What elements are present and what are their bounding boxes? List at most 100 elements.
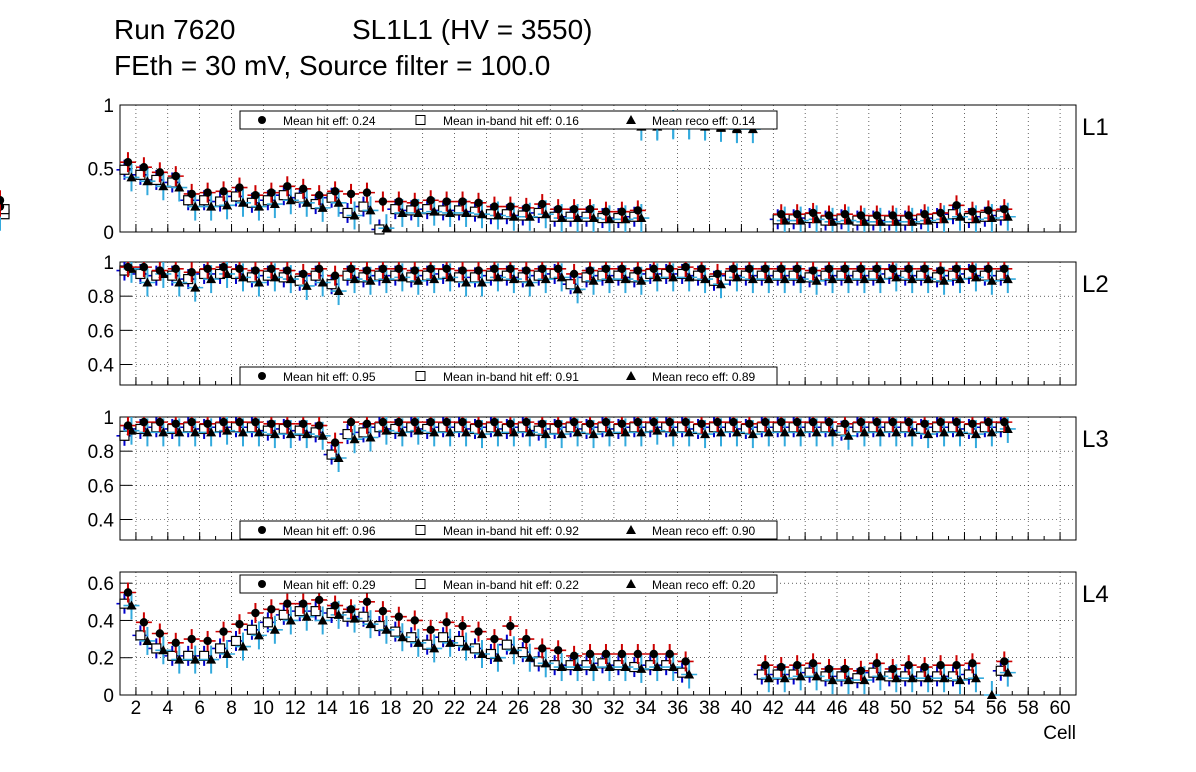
legend-hit-marker xyxy=(258,116,266,124)
hit-marker xyxy=(569,204,579,214)
hit-marker xyxy=(426,196,435,205)
hit-marker xyxy=(458,417,467,427)
hit-marker xyxy=(267,188,276,197)
hit-marker xyxy=(410,417,419,427)
reco-marker xyxy=(620,427,631,437)
y-tick-label: 0.2 xyxy=(88,649,114,670)
hit-marker xyxy=(251,608,260,618)
reco-marker xyxy=(668,427,679,437)
reco-marker xyxy=(317,202,328,212)
x-tick-label: 2 xyxy=(131,698,142,719)
hit-marker xyxy=(490,417,499,427)
inband-marker xyxy=(517,647,528,658)
reco-marker xyxy=(301,280,312,290)
y-tick-label: 0.8 xyxy=(88,442,114,463)
reco-marker xyxy=(859,675,870,685)
x-tick-label: 6 xyxy=(194,698,205,719)
reco-marker xyxy=(891,427,902,437)
hit-marker xyxy=(203,636,212,646)
title-settings: FEth = 30 mV, Source filter = 100.0 xyxy=(114,50,551,81)
reco-marker xyxy=(206,654,217,664)
reco-marker xyxy=(285,195,296,205)
hit-marker xyxy=(1000,417,1009,427)
hit-marker xyxy=(792,264,802,274)
hit-marker xyxy=(362,419,372,429)
hit-marker xyxy=(442,197,451,206)
legend-box xyxy=(239,110,778,130)
reco-marker xyxy=(301,611,312,621)
reco-marker xyxy=(843,215,854,225)
x-tick-label: 24 xyxy=(476,698,498,719)
x-tick-label: 40 xyxy=(731,698,752,719)
reco-marker xyxy=(970,673,981,683)
hit-marker xyxy=(936,660,945,670)
hit-marker xyxy=(139,262,149,272)
inband-marker xyxy=(661,660,672,671)
legend-reco-marker xyxy=(626,371,636,380)
hit-marker xyxy=(394,197,404,206)
hit-marker xyxy=(936,208,945,218)
reco-marker xyxy=(477,209,488,219)
reco-marker xyxy=(1002,667,1013,677)
x-tick-label: 44 xyxy=(795,698,817,719)
legend-hit-text: Mean hit eff: 0.96 xyxy=(283,524,376,538)
hit-marker xyxy=(187,268,196,277)
reco-marker xyxy=(158,645,169,655)
reco-marker xyxy=(429,274,440,284)
reco-marker xyxy=(381,223,392,233)
hit-marker xyxy=(474,266,483,275)
inband-marker xyxy=(278,609,289,620)
reco-marker xyxy=(875,216,886,226)
hit-marker xyxy=(139,618,149,627)
hit-marker xyxy=(665,417,674,427)
reco-marker xyxy=(604,214,615,224)
reco-marker xyxy=(1002,423,1013,433)
panel-label: L3 xyxy=(1082,426,1109,453)
hit-marker xyxy=(506,264,515,274)
reco-marker xyxy=(333,197,344,207)
reco-marker xyxy=(174,654,185,664)
reco-marker xyxy=(317,277,328,287)
inband-marker xyxy=(230,635,242,647)
hit-marker xyxy=(968,419,977,429)
hit-marker xyxy=(490,634,499,644)
hit-marker xyxy=(840,419,850,429)
reco-marker xyxy=(508,274,519,284)
reco-marker xyxy=(747,429,758,439)
legend-inband-marker xyxy=(415,525,426,535)
hit-marker xyxy=(394,612,404,621)
inband-marker xyxy=(246,624,258,635)
hit-marker xyxy=(203,264,212,274)
hit-marker xyxy=(792,660,802,670)
hit-marker xyxy=(856,417,866,427)
reco-marker xyxy=(604,662,615,672)
reco-marker xyxy=(445,637,456,647)
legend-reco-marker xyxy=(626,525,636,534)
reco-marker xyxy=(206,274,217,284)
hit-marker xyxy=(410,616,419,625)
reco-marker xyxy=(875,274,886,284)
reco-marker xyxy=(477,429,488,439)
inband-marker xyxy=(677,667,688,678)
hit-marker xyxy=(633,649,643,659)
hit-marker xyxy=(299,599,308,608)
hit-marker xyxy=(872,659,882,668)
hit-marker xyxy=(299,184,308,194)
reco-marker xyxy=(636,213,647,223)
reco-marker xyxy=(397,427,408,437)
reco-marker xyxy=(859,216,870,226)
y-tick-label: 0 xyxy=(103,686,114,707)
reco-marker xyxy=(174,427,185,437)
inband-marker xyxy=(0,204,10,215)
reco-marker xyxy=(238,272,249,282)
reco-marker xyxy=(285,615,296,625)
hit-marker xyxy=(681,417,690,427)
reco-marker xyxy=(365,432,376,442)
hit-marker xyxy=(681,262,690,272)
hit-marker xyxy=(283,182,292,191)
hit-marker xyxy=(649,264,658,274)
hit-marker xyxy=(314,595,324,605)
title-superlayer: SL1L1 (HV = 3550) xyxy=(352,14,593,45)
reco-marker xyxy=(604,274,615,284)
reco-marker xyxy=(445,207,456,217)
